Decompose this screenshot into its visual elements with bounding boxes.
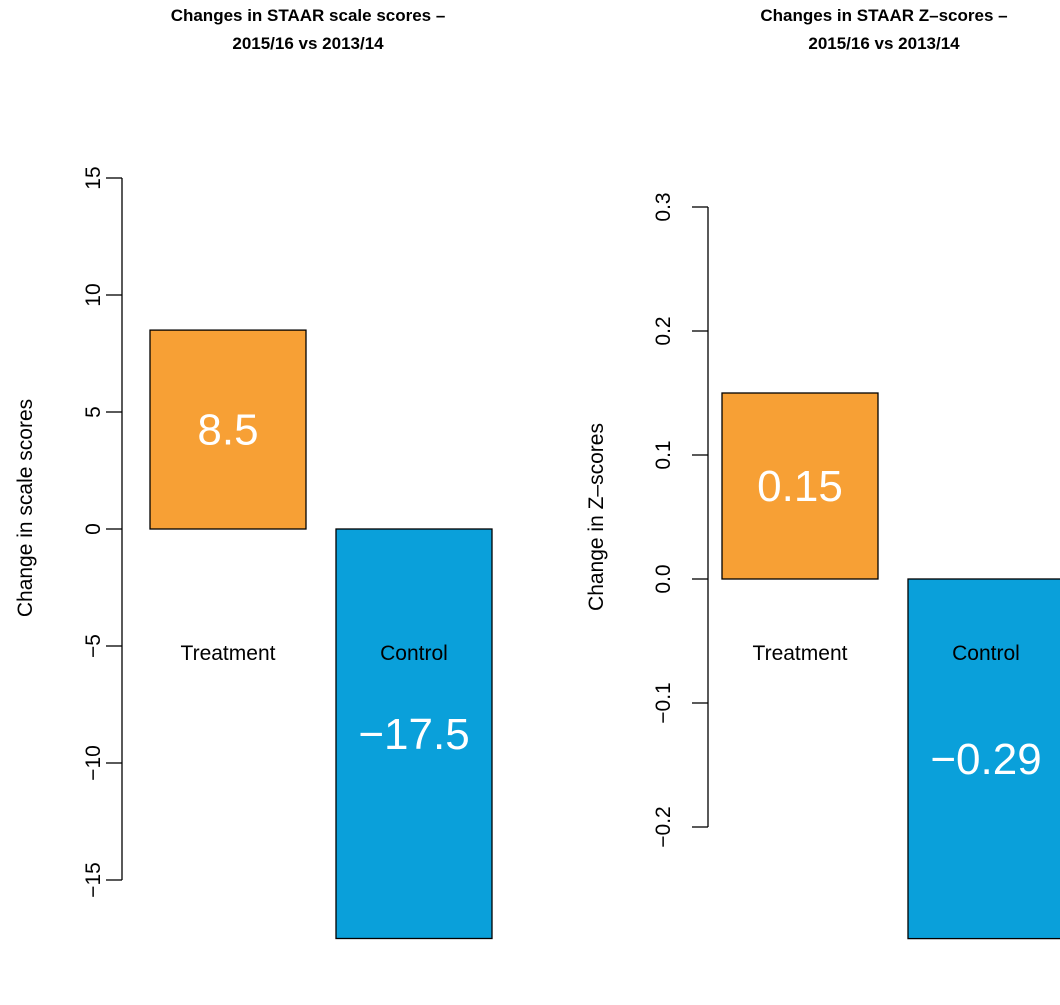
bar-value-label: −0.29 <box>930 735 1041 784</box>
category-label: Treatment <box>181 642 276 665</box>
y-tick-label: −10 <box>82 745 105 781</box>
bar-value-label: 8.5 <box>197 406 258 455</box>
category-labels: Treatment Control <box>753 642 1020 665</box>
y-tick-label: −15 <box>82 862 105 898</box>
bar-control <box>335 528 493 940</box>
chart-title-line-1: Changes in STAAR scale scores – <box>171 6 446 25</box>
y-tick-label: −5 <box>82 634 105 658</box>
bar-treatment <box>149 329 307 530</box>
category-label: Control <box>380 642 448 665</box>
category-labels: Treatment Control <box>181 642 448 665</box>
y-tick-label: 10 <box>82 283 105 306</box>
category-label: Control <box>952 642 1020 665</box>
y-axis: 15 10 5 0 −5 −10 −15 <box>82 166 123 898</box>
bars: 8.5 −17.5 <box>149 329 493 940</box>
bars: 0.15 −0.29 <box>721 392 1060 940</box>
y-tick-label: 0.1 <box>652 440 675 469</box>
y-tick-label: −0.1 <box>652 682 675 723</box>
y-tick-label: 0.0 <box>652 564 675 593</box>
chart-panel-scale-scores: Changes in STAAR scale scores – 2015/16 … <box>14 6 493 940</box>
chart-panel-z-scores: Changes in STAAR Z–scores – 2015/16 vs 2… <box>585 6 1060 940</box>
chart-title-line-2: 2015/16 vs 2013/14 <box>232 34 384 53</box>
chart-title-line-1: Changes in STAAR Z–scores – <box>760 6 1007 25</box>
bar-value-label: −17.5 <box>358 710 469 759</box>
category-label: Treatment <box>753 642 848 665</box>
bar-value-label: 0.15 <box>757 462 843 511</box>
y-tick-label: 0.2 <box>652 316 675 345</box>
y-axis: 0.3 0.2 0.1 0.0 −0.1 −0.2 <box>652 192 709 848</box>
bar-control <box>907 578 1060 940</box>
y-tick-label: 5 <box>82 406 105 418</box>
y-tick-label: 0.3 <box>652 192 675 221</box>
y-axis-label: Change in scale scores <box>14 399 37 617</box>
y-tick-label: 15 <box>82 166 105 189</box>
bar-treatment <box>721 392 879 580</box>
y-axis-label: Change in Z–scores <box>585 423 608 611</box>
chart-title-line-2: 2015/16 vs 2013/14 <box>808 34 960 53</box>
y-tick-label: −0.2 <box>652 806 675 847</box>
y-tick-label: 0 <box>82 523 105 535</box>
